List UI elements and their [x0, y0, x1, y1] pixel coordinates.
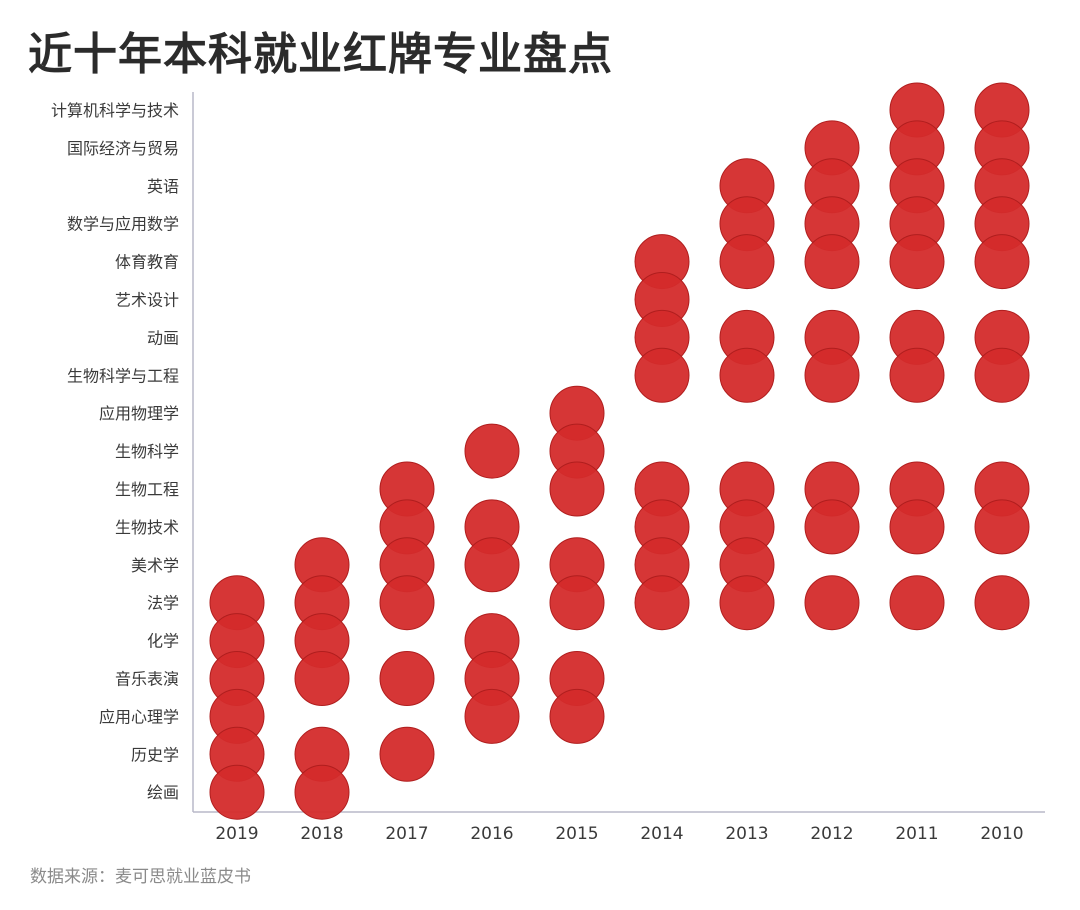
y-tick-label: 音乐表演	[115, 670, 179, 689]
y-tick-label: 应用物理学	[99, 404, 179, 423]
x-tick-label: 2011	[895, 824, 938, 844]
data-point-dot	[889, 499, 945, 555]
x-tick-label: 2010	[980, 824, 1023, 844]
y-tick-label: 动画	[147, 328, 179, 347]
y-tick-label: 国际经济与贸易	[67, 139, 179, 158]
y-tick-label: 艺术设计	[115, 291, 179, 310]
data-source-note: 数据来源：麦可思就业蓝皮书	[30, 867, 251, 887]
y-tick-label: 生物科学与工程	[67, 366, 179, 385]
data-point-dot	[549, 461, 605, 517]
y-tick-label: 化学	[147, 632, 179, 651]
y-tick-label: 法学	[147, 594, 179, 613]
x-tick-label: 2013	[725, 824, 768, 844]
y-tick-label: 数学与应用数学	[67, 215, 179, 234]
data-point-dot	[464, 537, 520, 593]
x-tick-label: 2018	[300, 824, 343, 844]
dots-layer	[209, 82, 1030, 820]
x-tick-label: 2016	[470, 824, 513, 844]
y-tick-label: 计算机科学与技术	[51, 101, 179, 120]
data-point-dot	[804, 499, 860, 555]
data-point-dot	[294, 764, 350, 820]
data-point-dot	[634, 575, 690, 631]
x-tick-label: 2015	[555, 824, 598, 844]
data-point-dot	[804, 234, 860, 290]
data-point-dot	[549, 575, 605, 631]
data-point-dot	[889, 575, 945, 631]
data-point-dot	[634, 347, 690, 403]
y-tick-label: 美术学	[131, 556, 179, 575]
y-tick-label: 生物技术	[115, 518, 179, 537]
data-point-dot	[464, 688, 520, 744]
y-tick-label: 体育教育	[115, 253, 179, 272]
y-tick-label: 英语	[147, 177, 179, 196]
y-tick-label: 生物工程	[115, 480, 179, 499]
data-point-dot	[379, 575, 435, 631]
x-tick-label: 2014	[640, 824, 683, 844]
y-tick-label: 历史学	[131, 745, 179, 764]
x-tick-label: 2017	[385, 824, 428, 844]
data-point-dot	[889, 347, 945, 403]
y-tick-label: 生物科学	[115, 442, 179, 461]
data-point-dot	[719, 234, 775, 290]
y-tick-label: 绘画	[147, 783, 179, 802]
data-point-dot	[889, 234, 945, 290]
y-tick-labels: 计算机科学与技术国际经济与贸易英语数学与应用数学体育教育艺术设计动画生物科学与工…	[51, 101, 179, 802]
data-point-dot	[719, 347, 775, 403]
data-point-dot	[974, 499, 1030, 555]
data-point-dot	[464, 423, 520, 479]
data-point-dot	[974, 347, 1030, 403]
data-point-dot	[209, 764, 265, 820]
data-point-dot	[804, 347, 860, 403]
data-point-dot	[974, 234, 1030, 290]
data-point-dot	[804, 575, 860, 631]
x-tick-label: 2012	[810, 824, 853, 844]
data-point-dot	[974, 575, 1030, 631]
data-point-dot	[549, 688, 605, 744]
data-point-dot	[379, 726, 435, 782]
data-point-dot	[719, 575, 775, 631]
data-point-dot	[379, 651, 435, 706]
y-tick-label: 应用心理学	[99, 707, 179, 726]
data-point-dot	[294, 651, 350, 706]
chart-title: 近十年本科就业红牌专业盘点	[28, 29, 613, 80]
x-tick-labels: 2019 2018 2017 2016 2015 2014 2013 2012 2011 2010	[215, 824, 1023, 844]
x-tick-label: 2019	[215, 824, 258, 844]
